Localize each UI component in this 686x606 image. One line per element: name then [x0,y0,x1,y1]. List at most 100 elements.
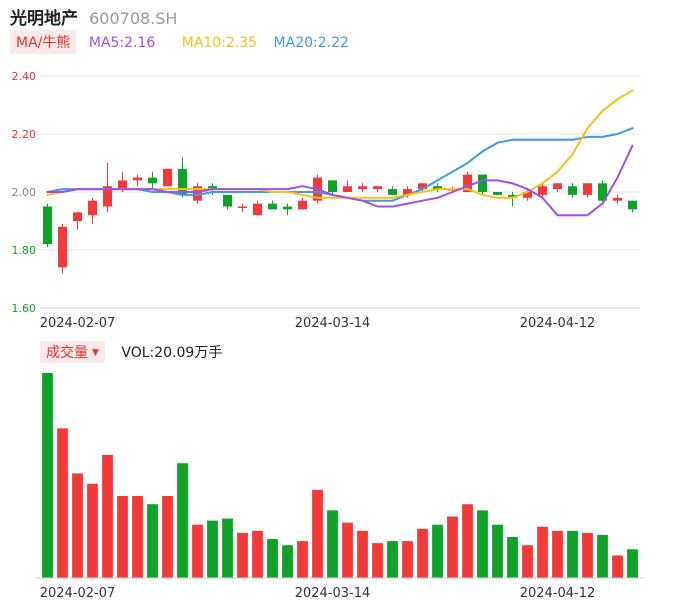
volume-bar [42,373,53,578]
candle [43,203,52,248]
volume-bar [267,539,278,578]
volume-legend: 成交量 ▼ VOL:20.09万手 [40,341,222,363]
ma-legend: MA/牛熊 MA5:2.16 MA10:2.35 MA20:2.22 [10,30,349,54]
volume-bar [462,504,473,578]
stock-header: 光明地产 600708.SH [10,4,178,29]
volume-x-axis: 2024-02-07 2024-03-14 2024-04-12 [40,586,596,601]
candle-body [148,177,157,184]
ma5-line [46,144,634,217]
candle-body [418,183,427,190]
candle [223,194,232,210]
price-y-tick-label: 2.40 [12,70,37,83]
candle [358,183,367,192]
volume-bar [282,545,293,578]
candle-body [523,192,532,198]
volume-bar [222,518,233,578]
candle-body [568,186,577,195]
volume-bar [327,510,338,578]
candle [328,180,337,195]
candle [493,192,502,195]
price-grid [40,75,640,309]
candle [373,186,382,192]
price-y-tick-label: 1.80 [12,244,37,257]
volume-bar [207,520,218,578]
volume-x-tick-label: 2024-02-07 [40,586,116,601]
volume-x-tick-label: 2024-04-12 [520,586,596,601]
volume-indicator-selector[interactable]: 成交量 ▼ [40,341,105,363]
candle [148,171,157,190]
volume-bar [57,428,68,578]
candle [343,180,352,192]
volume-bar [552,530,563,578]
candle [103,163,112,213]
volume-bar [312,489,323,578]
candle-body [238,206,247,208]
volume-series [36,373,644,579]
candle-body [283,206,292,210]
volume-bar [117,496,128,578]
candle-body [403,189,412,195]
candle-body [463,174,472,192]
volume-bar [477,510,488,578]
candle-body [193,186,202,201]
ma10-legend: MA10:2.35 [181,35,258,51]
candle-body [538,186,547,195]
candlestick-series [43,157,637,274]
candle-body [268,203,277,210]
candle-body [343,186,352,192]
volume-bar [507,537,518,578]
candle-body [358,186,367,190]
candle [253,200,262,216]
volume-bar [342,522,353,578]
stock-code: 600708.SH [89,9,178,28]
candle-body [373,186,382,190]
candle [133,174,142,187]
caret-down-icon: ▼ [92,348,99,358]
ma-mode-selector[interactable]: MA/牛熊 [10,30,77,54]
volume-bar [147,504,158,578]
volume-bar [612,555,623,578]
price-y-tick-label: 1.60 [12,302,37,315]
price-x-tick-label: 2024-03-14 [295,316,371,331]
volume-bar [582,532,593,578]
candle-body [598,183,607,201]
candle-body [583,183,592,195]
candle [163,168,172,187]
candle-body [43,206,52,245]
ma20-legend: MA20:2.22 [273,35,349,51]
volume-bar [132,496,143,578]
price-y-tick-label: 2.20 [12,128,37,141]
price-y-axis: 2.40 2.20 2.00 1.80 1.60 [12,70,37,315]
candle-body [478,174,487,192]
candle-body [118,180,127,190]
candle [193,183,202,204]
candle-body [328,180,337,192]
candle-body [493,192,502,195]
volume-bar [402,541,413,578]
volume-bar [252,530,263,578]
candle [538,183,547,198]
candle [298,197,307,210]
candle [73,212,82,230]
candle-body [133,177,142,181]
volume-bar [72,473,83,578]
volume-bar [192,524,203,578]
moving-average-lines [46,89,634,217]
price-x-tick-label: 2024-02-07 [40,316,116,331]
candle [88,197,97,224]
candle [553,183,562,192]
volume-bar [162,496,173,578]
volume-bar [597,534,608,578]
ma5-legend: MA5:2.16 [88,35,156,51]
candle [508,192,517,207]
candle [598,180,607,204]
candle-body [298,200,307,210]
candle [478,174,487,195]
candle [283,203,292,216]
candle-body [628,200,637,210]
candle-body [388,189,397,195]
volume-indicator-label: 成交量 [46,345,88,361]
candle-body [253,203,262,216]
volume-bar [237,532,248,578]
